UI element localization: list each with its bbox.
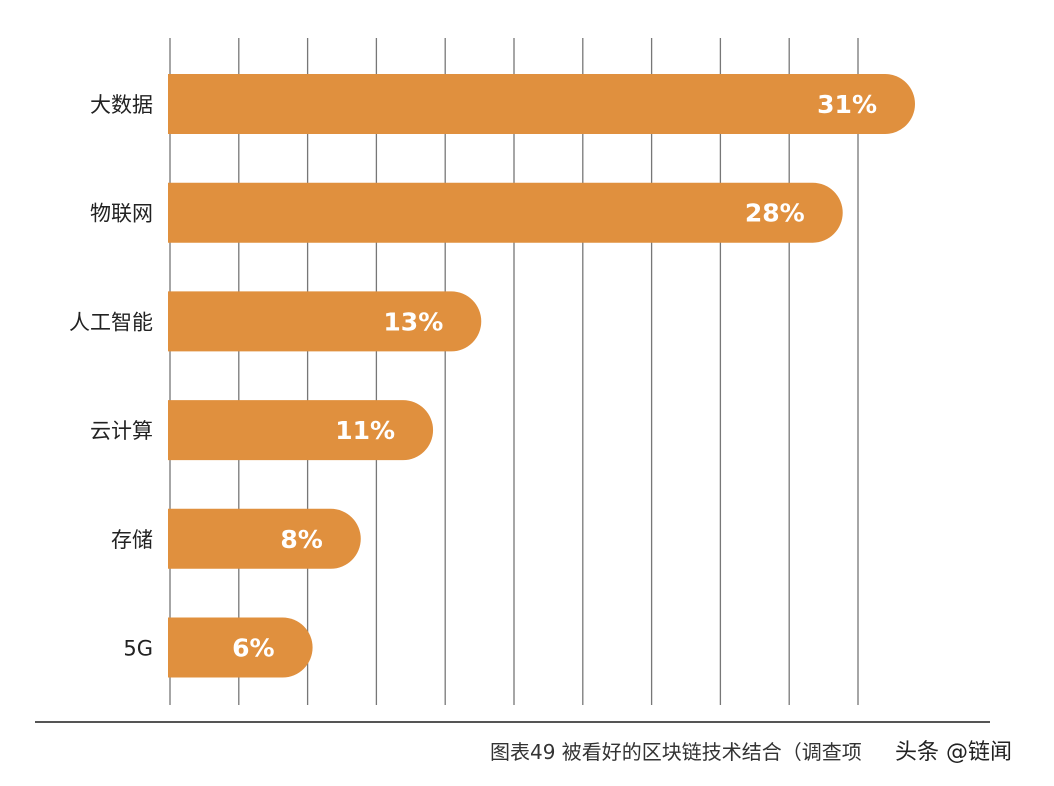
data-label: 11% [335,416,395,445]
bar [168,291,482,352]
category-label: 物联网 [90,202,153,226]
data-label: 28% [745,199,805,228]
category-label: 存储 [111,528,153,552]
bar [168,400,434,461]
category-label: 5G [123,637,153,661]
chart-caption: 图表49 被看好的区块链技术结合（调查项 [490,740,862,764]
data-label: 13% [383,307,443,336]
bar [168,508,361,569]
category-label: 大数据 [90,93,153,117]
data-label: 31% [817,90,877,119]
bar [168,182,843,243]
bar [168,74,915,134]
category-label: 云计算 [90,419,153,443]
bar [168,617,313,678]
data-label: 8% [280,525,322,554]
data-label: 6% [232,634,274,663]
watermark: 头条 @链闻 [895,740,1012,765]
category-label: 人工智能 [69,310,153,334]
